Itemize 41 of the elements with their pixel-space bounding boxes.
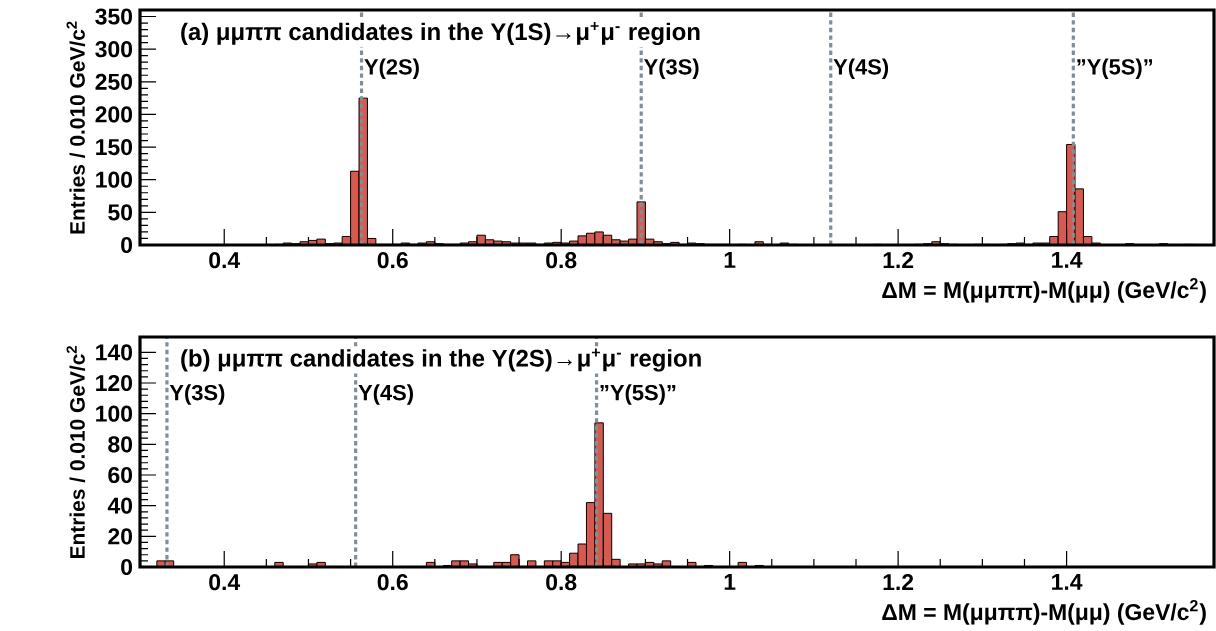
ref-line-label: Υ(2S) <box>364 58 419 79</box>
ref-line-label: ”Υ(5S)” <box>600 384 676 405</box>
x-tick-label: 0.8 <box>546 252 577 269</box>
x-tick-label: 0.6 <box>377 574 408 591</box>
x-tick-label: 1.4 <box>1052 252 1083 268</box>
y-tick-label: 120 <box>96 374 133 392</box>
ref-line-label: Υ(4S) <box>358 384 413 405</box>
y-tick-label: 140 <box>96 344 133 361</box>
x-tick-label: 1.4 <box>1052 574 1083 590</box>
y-tick-label: 40 <box>107 497 133 514</box>
ref-line-label: ”Υ(5S)” <box>1077 58 1153 79</box>
ref-line-label: Υ(3S) <box>643 58 699 79</box>
chart-title: (b) μμππ candidates in the Υ(2S)→μ$^{+}$μ$^{-}$ region <box>181 348 701 372</box>
y-tick-label: 80 <box>108 436 133 453</box>
y-axis-title: Entries / 0.010 GeV/c$^{2}$ <box>66 346 86 559</box>
x-tick-label: 1 <box>724 252 736 268</box>
x-tick-label: 0.4 <box>209 574 241 591</box>
y-tick-label: 100 <box>96 171 133 188</box>
x-tick-label: 0.6 <box>377 252 408 269</box>
ref-line-label: Υ(3S) <box>169 384 225 405</box>
y-tick-label: 0 <box>121 236 133 254</box>
y-tick-label: 300 <box>95 41 133 58</box>
x-axis-title: ΔM = M(μμππ)-M(μμ) (GeV/c$^{2}$) <box>882 600 1206 625</box>
y-tick-label: 200 <box>95 106 133 123</box>
y-axis-title: Entries / 0.010 GeV/c$^{2}$ <box>66 21 86 234</box>
ref-line-label: Υ(4S) <box>833 58 889 79</box>
y-tick-label: 150 <box>96 138 133 156</box>
y-tick-label: 50 <box>108 204 133 221</box>
x-tick-label: 1.2 <box>883 252 914 269</box>
x-tick-label: 1 <box>724 574 736 590</box>
y-tick-label: 60 <box>108 466 133 484</box>
x-tick-label: 1.2 <box>883 574 914 591</box>
y-tick-label: 250 <box>95 73 133 90</box>
x-tick-label: 0.8 <box>546 574 577 591</box>
y-tick-label: 20 <box>108 528 133 545</box>
chart-title: (a) μμππ candidates in the Υ(1S)→μ$^{+}$μ$^{-}$ region <box>181 21 700 46</box>
y-tick-label: 350 <box>95 8 133 25</box>
x-axis-title: ΔM = M(μμππ)-M(μμ) (GeV/c$^{2}$) <box>882 278 1206 303</box>
x-tick-label: 0.4 <box>209 252 241 269</box>
y-tick-label: 100 <box>96 405 133 422</box>
y-tick-label: 0 <box>121 558 133 576</box>
